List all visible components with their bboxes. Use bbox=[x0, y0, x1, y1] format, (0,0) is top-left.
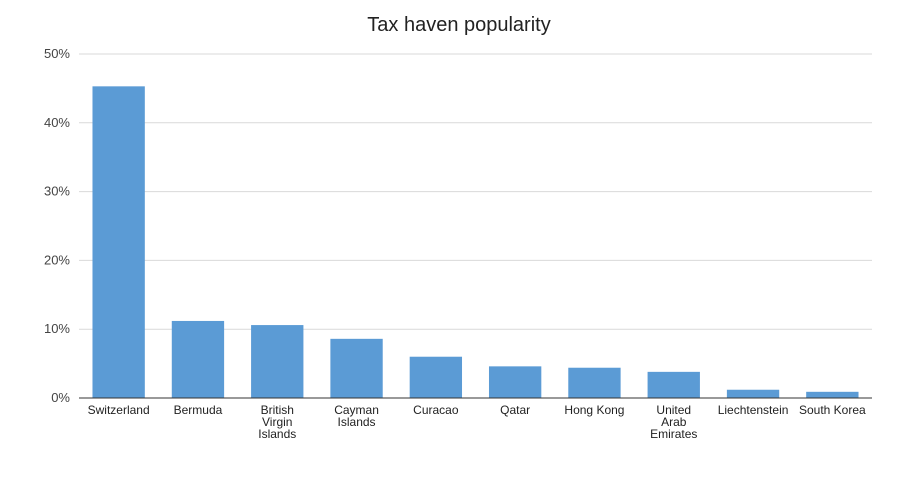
bar-united-arab-emirates bbox=[647, 371, 700, 398]
x-tick-label: Liechtenstein bbox=[718, 403, 789, 417]
bar-curacao bbox=[409, 356, 463, 398]
x-tick-label: Curacao bbox=[413, 403, 459, 417]
x-tick-label: United Arab Emirates bbox=[650, 403, 697, 441]
x-tick-label: Switzerland bbox=[88, 403, 150, 417]
labels: 0% 10% 20% 30% 40% 50% Switzerland Bermuda Briti… bbox=[44, 46, 866, 441]
y-tick-label: 50% bbox=[44, 46, 70, 61]
y-tick-label: 20% bbox=[44, 252, 70, 267]
y-tick-label: 30% bbox=[44, 184, 70, 199]
y-tick-label: 0% bbox=[51, 390, 70, 405]
x-tick-label: Qatar bbox=[500, 403, 530, 417]
bar-liechtenstein bbox=[726, 389, 780, 398]
x-tick-label: South Korea bbox=[799, 403, 866, 417]
bar-cayman-islands bbox=[330, 338, 383, 398]
chart-title: Tax haven popularity bbox=[367, 14, 551, 36]
bar-bermuda bbox=[171, 320, 225, 398]
x-tick-label: Bermuda bbox=[174, 403, 223, 417]
x-tick-label: British Virgin Islands bbox=[258, 403, 296, 441]
gridlines bbox=[79, 53, 872, 330]
y-tick-label: 40% bbox=[44, 115, 70, 130]
bar-switzerland bbox=[92, 86, 145, 398]
bar-qatar bbox=[488, 366, 542, 398]
x-tick-label: Cayman Islands bbox=[334, 403, 379, 429]
y-tick-label: 10% bbox=[44, 321, 70, 336]
x-tick-label: Hong Kong bbox=[564, 403, 624, 417]
bar-british-virgin-islands bbox=[251, 325, 304, 398]
bar-hong-kong bbox=[568, 367, 621, 398]
bars bbox=[92, 86, 859, 398]
bar-south-korea bbox=[806, 391, 859, 398]
